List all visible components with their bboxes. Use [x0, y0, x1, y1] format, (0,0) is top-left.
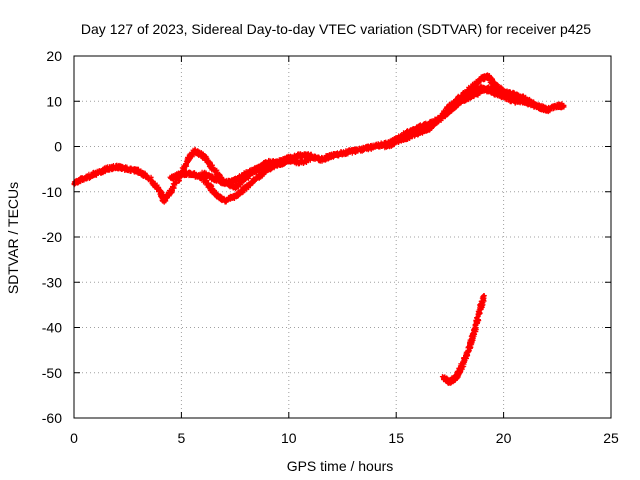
series-satellite-track-4	[382, 72, 528, 151]
chart-title: Day 127 of 2023, Sidereal Day-to-day VTE…	[81, 21, 591, 37]
grid-layer	[74, 56, 611, 418]
x-tick-label: 25	[603, 430, 619, 446]
y-tick-label: 10	[46, 93, 62, 109]
y-tick-label: -20	[42, 229, 62, 245]
y-axis-label: SDTVAR / TECUs	[5, 182, 21, 294]
series-satellite-track-5	[415, 83, 550, 137]
data-layer	[71, 72, 567, 386]
y-tick-label: 0	[54, 139, 62, 155]
x-tick-label: 20	[496, 430, 512, 446]
y-tick-label: -40	[42, 320, 62, 336]
x-tick-label: 15	[388, 430, 404, 446]
y-tick-label: -30	[42, 274, 62, 290]
tick-layer: 0 5 10 15 20 25 -60 -50 -40 -30 -20 -10 0 10 20	[42, 48, 619, 446]
x-tick-label: 0	[70, 430, 78, 446]
series-satellite-track-6	[439, 293, 487, 386]
y-tick-label: 20	[46, 48, 62, 64]
y-tick-label: -50	[42, 365, 62, 381]
data-point	[171, 185, 177, 191]
x-axis-label: GPS time / hours	[287, 458, 394, 474]
x-tick-label: 10	[281, 430, 297, 446]
y-tick-label: -60	[42, 410, 62, 426]
y-tick-label: -10	[42, 184, 62, 200]
x-tick-label: 5	[178, 430, 186, 446]
